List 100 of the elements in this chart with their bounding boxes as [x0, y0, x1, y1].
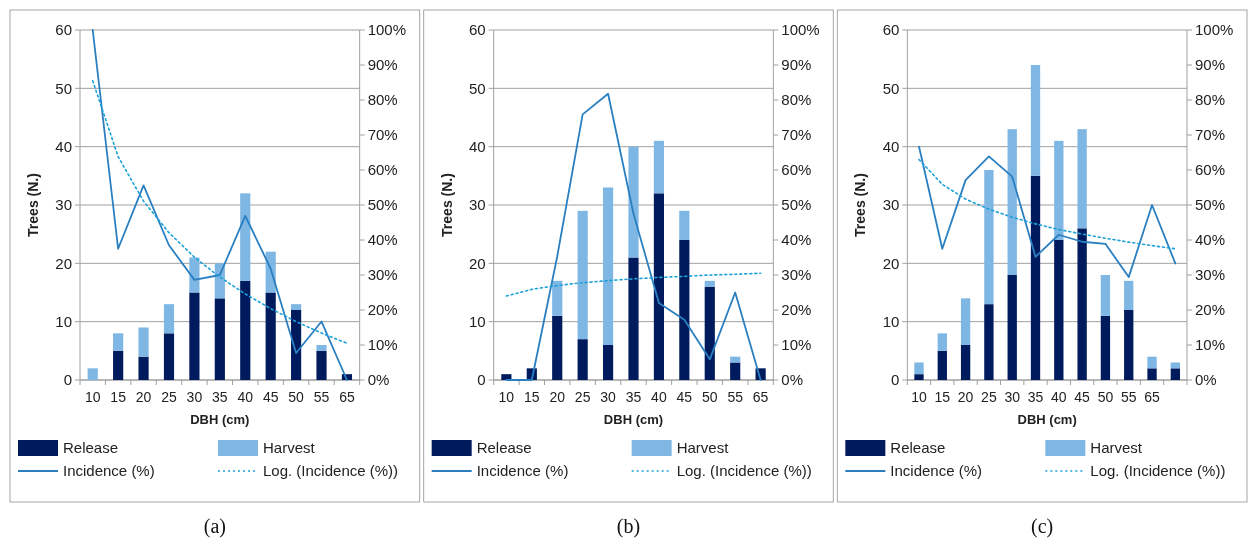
bar [960, 298, 971, 345]
y-tick-label: 60 [468, 21, 486, 39]
y-axis-title: Trees (N.) [438, 173, 455, 237]
y2-tick-label: 40% [367, 231, 398, 249]
bar [602, 187, 614, 345]
x-tick-label: 25 [981, 389, 997, 405]
y2-tick-label: 100% [781, 21, 820, 39]
y-tick-label: 10 [55, 312, 72, 330]
x-tick-label: 10 [84, 389, 101, 405]
x-tick-label: 15 [110, 389, 127, 405]
x-tick-label: 20 [549, 389, 566, 405]
x-tick-label: 30 [600, 389, 617, 405]
bar [577, 339, 588, 380]
y-tick-label: 0 [477, 371, 486, 389]
text: (b) [616, 515, 641, 538]
y-tick-label: 30 [55, 196, 72, 214]
y-tick-label: 60 [882, 21, 900, 39]
y2-tick-label: 80% [1195, 91, 1226, 109]
bar [937, 333, 947, 351]
y2-tick-label: 30% [781, 266, 812, 284]
bar [1054, 240, 1064, 380]
x-tick-label: 15 [934, 389, 951, 405]
y2-tick-label: 90% [1195, 56, 1226, 74]
bar [138, 327, 149, 357]
y-tick-label: 10 [468, 312, 486, 330]
x-tick-label: 65 [1144, 389, 1161, 405]
legend-label: Harvest [1090, 439, 1143, 457]
y-tick-label: 0 [890, 371, 900, 389]
x-tick-label: 35 [212, 389, 228, 405]
x-tick-label: 15 [524, 389, 540, 405]
bar [113, 350, 124, 380]
bar [679, 210, 690, 240]
bar [1170, 368, 1181, 380]
legend-label: Log. (Incidence (%)) [676, 462, 812, 480]
y2-tick-label: 90% [781, 56, 812, 74]
y-axis-title: Trees (N.) [25, 173, 41, 237]
bar [628, 257, 639, 380]
bar [316, 350, 327, 380]
legend-label: Harvest [676, 439, 730, 457]
x-tick-label: 25 [574, 389, 591, 405]
y-tick-label: 50 [468, 79, 486, 97]
x-tick-label: 20 [135, 389, 152, 405]
y2-tick-label: 30% [1195, 266, 1226, 284]
bar [291, 304, 302, 310]
x-tick-label: 10 [911, 389, 927, 405]
y2-tick-label: 20% [781, 301, 812, 319]
y-tick-label: 30 [468, 196, 486, 214]
y2-tick-label: 10% [781, 336, 812, 354]
y2-tick-label: 50% [781, 196, 812, 214]
y-tick-label: 20 [882, 254, 900, 272]
bar [628, 146, 639, 258]
bar [552, 315, 563, 380]
bar [653, 193, 665, 380]
x-tick-label: 55 [313, 389, 330, 405]
y-tick-label: 10 [882, 312, 900, 330]
bar [138, 356, 149, 380]
y-tick-label: 40 [468, 137, 486, 155]
y2-tick-label: 70% [1195, 126, 1226, 144]
x-tick-label: 65 [339, 389, 355, 405]
y2-tick-label: 0% [367, 371, 390, 389]
y2-tick-label: 60% [367, 161, 398, 179]
text: (c) [1031, 515, 1054, 538]
bar [87, 368, 98, 380]
bar [1007, 129, 1017, 275]
y2-tick-label: 60% [781, 161, 812, 179]
x-tick-label: 30 [1004, 389, 1021, 405]
y2-tick-label: 70% [781, 126, 812, 144]
bar [704, 280, 715, 287]
bar [1007, 275, 1017, 380]
bar [552, 280, 563, 316]
x-tick-label: 40 [237, 389, 254, 405]
y2-tick-label: 0% [781, 371, 804, 389]
y2-tick-label: 100% [367, 21, 407, 39]
x-tick-label: 55 [1120, 389, 1137, 405]
bar [163, 304, 175, 334]
bar [730, 362, 741, 380]
bar [1100, 275, 1111, 316]
y2-tick-label: 20% [367, 301, 398, 319]
y-tick-label: 40 [882, 137, 900, 155]
x-tick-label: 50 [1097, 389, 1114, 405]
y2-tick-label: 0% [1195, 371, 1217, 389]
y-tick-label: 40 [55, 137, 72, 155]
x-axis-title: DBH (cm) [1017, 412, 1077, 427]
bar [914, 362, 924, 375]
x-tick-label: 40 [651, 389, 667, 405]
x-tick-label: 25 [161, 389, 177, 405]
bar [501, 374, 512, 380]
x-tick-label: 45 [262, 389, 279, 405]
x-tick-label: 20 [957, 389, 974, 405]
y2-tick-label: 70% [367, 126, 398, 144]
y2-tick-label: 80% [367, 91, 398, 109]
bar [291, 310, 302, 380]
bar [1030, 175, 1041, 380]
bar [914, 374, 924, 380]
bar [653, 140, 665, 194]
bar [113, 333, 124, 351]
bar [316, 345, 327, 351]
bar [1054, 140, 1064, 240]
y2-tick-label: 100% [1195, 21, 1234, 39]
legend-label: Log. (Incidence (%)) [1090, 462, 1226, 480]
